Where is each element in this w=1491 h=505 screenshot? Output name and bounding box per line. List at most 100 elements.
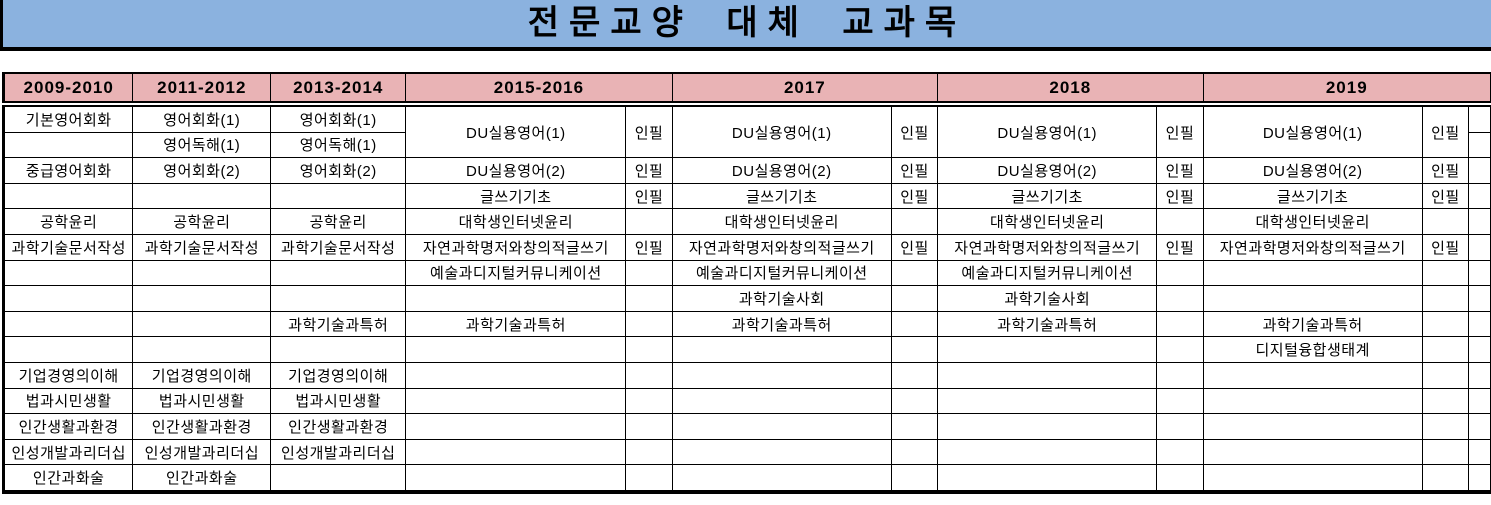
flag-cell: 인필 <box>625 157 673 184</box>
course-cell: 영어독해(1) <box>132 131 272 159</box>
empty-cell <box>1467 310 1491 338</box>
table-row: 과학기술과특허 과학기술과특허 과학기술과특허 과학기술과특허 과학기술과특허 <box>2 310 1491 338</box>
year-header-2015-2016: 2015-2016 <box>405 72 673 107</box>
year-header-2018: 2018 <box>937 72 1204 107</box>
course-cell: 대학생인터넷윤리 <box>671 208 892 235</box>
flag-cell <box>1156 310 1204 338</box>
empty-cell <box>1467 208 1491 235</box>
table-row: 글쓰기기초 인필 글쓰기기초 인필 글쓰기기초 인필 글쓰기기초 인필 <box>2 182 1491 210</box>
flag-cell <box>625 361 673 389</box>
flag-cell: 인필 <box>625 233 673 261</box>
empty-cell <box>405 413 627 440</box>
course-cell: 대학생인터넷윤리 <box>937 208 1158 235</box>
flag-cell <box>625 438 673 466</box>
course-cell: 법과시민생활 <box>132 387 272 415</box>
course-cell: 인성개발과리더십 <box>270 438 407 466</box>
course-cell: 과학기술문서작성 <box>2 233 134 261</box>
flag-cell <box>1156 259 1204 287</box>
flag-cell <box>1421 387 1469 415</box>
course-cell: 공학윤리 <box>2 208 134 235</box>
course-cell: 대학생인터넷윤리 <box>1202 208 1423 235</box>
flag-cell: 인필 <box>1421 182 1469 210</box>
course-cell: DU실용영어(2) <box>671 157 892 184</box>
course-cell: 과학기술사회 <box>937 285 1158 312</box>
course-cell: 기업경영의이해 <box>2 361 134 389</box>
course-cell: 인간과화술 <box>132 464 272 493</box>
flag-cell <box>890 464 939 493</box>
empty-cell <box>1467 387 1491 415</box>
course-cell: 영어회화(2) <box>132 157 272 184</box>
course-cell: 공학윤리 <box>132 208 272 235</box>
course-cell: 디지털융합생태계 <box>1202 336 1423 363</box>
flag-cell <box>1156 336 1204 363</box>
flag-cell <box>1421 336 1469 363</box>
empty-cell <box>1202 464 1423 493</box>
flag-cell <box>625 413 673 440</box>
table-row: 과학기술사회 과학기술사회 <box>2 285 1491 312</box>
flag-cell <box>1156 387 1204 415</box>
course-cell: 자연과학명저와창의적글쓰기 <box>937 233 1158 261</box>
empty-cell <box>270 259 407 287</box>
empty-cell <box>937 413 1158 440</box>
empty-cell <box>270 182 407 210</box>
flag-cell: 인필 <box>625 103 673 159</box>
empty-cell <box>405 361 627 389</box>
course-cell: 기업경영의이해 <box>270 361 407 389</box>
course-cell: 법과시민생활 <box>2 387 134 415</box>
course-cell: 인간과화술 <box>2 464 134 493</box>
empty-cell <box>937 336 1158 363</box>
flag-cell <box>890 413 939 440</box>
table-row: 디지털융합생태계 <box>2 336 1491 363</box>
table-row: 공학윤리 공학윤리 공학윤리 대학생인터넷윤리 대학생인터넷윤리 대학생인터넷윤… <box>2 208 1491 235</box>
course-cell: 예술과디지털커뮤니케이션 <box>671 259 892 287</box>
empty-cell <box>1467 413 1491 440</box>
empty-cell <box>270 464 407 493</box>
page-title: 전문교양 대체 교과목 <box>527 4 967 42</box>
course-cell: 영어독해(1) <box>270 131 407 159</box>
flag-cell: 인필 <box>625 182 673 210</box>
course-cell: 인성개발과리더십 <box>2 438 134 466</box>
empty-cell <box>1467 131 1491 159</box>
table-row: 기본영어회화 영어회화(1) 영어회화(1) DU실용영어(1) 인필 DU실용… <box>2 103 1491 159</box>
header-row: 2009-2010 2011-2012 2013-2014 2015-2016 … <box>2 72 1491 107</box>
table-row: 법과시민생활 법과시민생활 법과시민생활 <box>2 387 1491 415</box>
flag-cell <box>1156 413 1204 440</box>
course-cell: 인성개발과리더십 <box>132 438 272 466</box>
flag-cell: 인필 <box>890 103 939 159</box>
course-cell: 과학기술과특허 <box>270 310 407 338</box>
course-cell: DU실용영어(1) <box>1202 103 1423 159</box>
empty-cell <box>405 387 627 415</box>
course-cell: 법과시민생활 <box>270 387 407 415</box>
course-cell: 과학기술과특허 <box>405 310 627 338</box>
title-bar: 전문교양 대체 교과목 <box>0 0 1491 51</box>
table-row: 인간과화술 인간과화술 <box>2 464 1491 493</box>
empty-cell <box>937 438 1158 466</box>
flag-cell <box>1421 438 1469 466</box>
empty-cell <box>2 310 134 338</box>
table-row: 중급영어회화 영어회화(2) 영어회화(2) DU실용영어(2) 인필 DU실용… <box>2 157 1491 184</box>
course-cell: 과학기술과특허 <box>671 310 892 338</box>
course-cell: 자연과학명저와창의적글쓰기 <box>671 233 892 261</box>
empty-cell <box>132 336 272 363</box>
empty-cell <box>1202 438 1423 466</box>
flag-cell <box>1156 438 1204 466</box>
empty-cell <box>1467 103 1491 133</box>
course-cell: 과학기술사회 <box>671 285 892 312</box>
flag-cell <box>1156 361 1204 389</box>
empty-cell <box>937 387 1158 415</box>
flag-cell: 인필 <box>890 233 939 261</box>
empty-cell <box>2 285 134 312</box>
flag-cell <box>625 208 673 235</box>
empty-cell <box>132 285 272 312</box>
empty-cell <box>405 285 627 312</box>
empty-cell <box>1467 259 1491 287</box>
course-cell: 대학생인터넷윤리 <box>405 208 627 235</box>
flag-cell <box>890 387 939 415</box>
year-header-2017: 2017 <box>671 72 939 107</box>
course-cell: 과학기술과특허 <box>1202 310 1423 338</box>
empty-cell <box>1202 285 1423 312</box>
table-row: 과학기술문서작성 과학기술문서작성 과학기술문서작성 자연과학명저와창의적글쓰기… <box>2 233 1491 261</box>
spacer <box>0 51 1491 72</box>
course-cell: 인간생활과환경 <box>132 413 272 440</box>
flag-cell: 인필 <box>890 157 939 184</box>
